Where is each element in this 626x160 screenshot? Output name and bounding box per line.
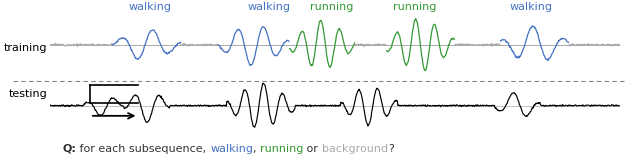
Text: walking: walking bbox=[210, 144, 253, 154]
Text: running: running bbox=[260, 144, 304, 154]
Text: walking: walking bbox=[248, 1, 291, 12]
Text: walking: walking bbox=[510, 1, 553, 12]
Text: Q:: Q: bbox=[63, 144, 76, 154]
Text: ,: , bbox=[253, 144, 260, 154]
Text: background: background bbox=[322, 144, 388, 154]
Text: testing: testing bbox=[9, 89, 47, 99]
Text: running: running bbox=[310, 1, 354, 12]
Text: ?: ? bbox=[388, 144, 394, 154]
Text: or: or bbox=[304, 144, 322, 154]
Text: walking: walking bbox=[128, 1, 172, 12]
Text: for each subsequence,: for each subsequence, bbox=[76, 144, 210, 154]
Text: running: running bbox=[393, 1, 436, 12]
Text: training: training bbox=[4, 43, 47, 53]
